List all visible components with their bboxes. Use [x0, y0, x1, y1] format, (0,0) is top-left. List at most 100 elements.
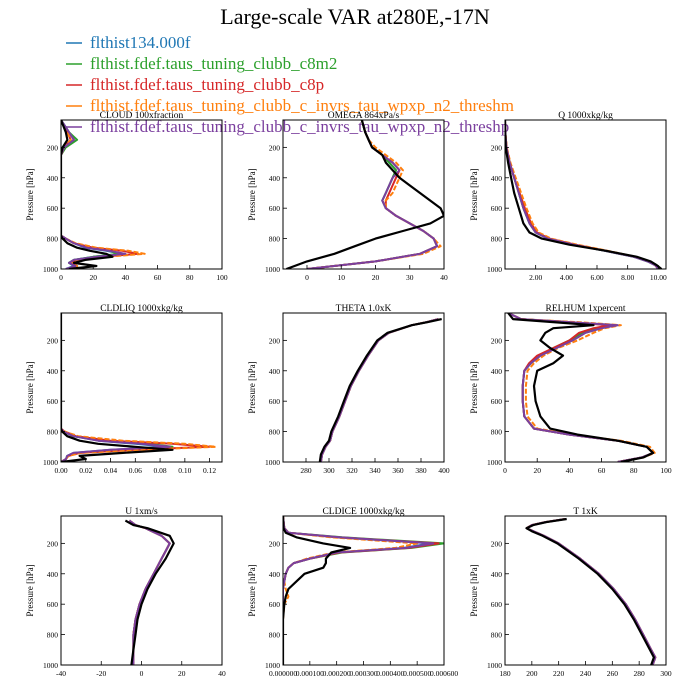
x-tick-label: 80 [186, 273, 194, 282]
x-tick-label: 400 [438, 466, 450, 475]
x-tick-label: 0.000100 [296, 669, 324, 678]
x-tick-label: 10.00 [650, 273, 667, 282]
series-line-0 [128, 519, 171, 665]
reference-series-line [61, 120, 114, 269]
y-tick-label: 600 [491, 600, 503, 609]
x-tick-label: 100 [216, 273, 228, 282]
x-tick-label: 280 [300, 466, 312, 475]
x-tick-label: 40 [440, 273, 448, 282]
x-tick-label: 0 [503, 466, 507, 475]
y-tick-label: 600 [491, 204, 503, 213]
y-tick-label: 200 [47, 336, 59, 345]
y-tick-label: 1000 [265, 458, 280, 467]
legend: flthist134.000f flthist.fdef.taus_tuning_… [66, 33, 514, 136]
x-tick-label: 0.08 [154, 466, 167, 475]
x-tick-label: 0.000300 [349, 669, 377, 678]
series-line-4 [283, 516, 435, 665]
series-line-4 [507, 313, 655, 462]
y-tick-label: 400 [47, 570, 59, 579]
x-tick-label: 2.00 [529, 273, 542, 282]
y-tick-label: 800 [491, 428, 503, 437]
panel-2: Q 1000xkg/kg Pressure [hPa] 200 400 600 800 10… [469, 111, 667, 282]
y-axis-label: Pressure [hPa] [469, 361, 479, 413]
y-tick-label: 1000 [43, 265, 58, 274]
x-tick-label: 60 [598, 466, 606, 475]
x-tick-label: 20 [372, 273, 380, 282]
x-tick-label: 320 [346, 466, 358, 475]
panel-title: Q 1000xkg/kg [558, 111, 613, 121]
x-tick-label: 0.10 [178, 466, 191, 475]
reference-series-line [505, 120, 663, 269]
y-tick-label: 200 [269, 336, 281, 345]
y-tick-label: 1000 [487, 661, 502, 670]
y-tick-label: 1000 [265, 265, 280, 274]
series-line-3 [61, 313, 217, 462]
x-tick-label: 0 [140, 669, 144, 678]
legend-label: flthist.fdef.taus_tuning_clubb_c8m2 [90, 54, 337, 73]
series-line-3 [306, 120, 442, 269]
panel-title: OMEGA 864xPa/s [328, 111, 400, 121]
y-tick-label: 800 [491, 631, 503, 640]
reference-series-line [124, 519, 175, 665]
x-tick-label: 100 [660, 466, 672, 475]
reference-series-line [283, 516, 352, 665]
y-tick-label: 200 [47, 143, 59, 152]
panel-title: CLDLIQ 1000xkg/kg [100, 304, 183, 314]
x-tick-label: 30 [406, 273, 414, 282]
x-tick-label: 40 [566, 466, 574, 475]
y-tick-label: 1000 [43, 458, 58, 467]
y-tick-label: 1000 [487, 458, 502, 467]
series-line-2 [128, 519, 171, 665]
reference-series-line [61, 313, 174, 462]
x-tick-label: 0 [59, 273, 63, 282]
x-tick-label: 280 [634, 669, 646, 678]
y-tick-label: 600 [47, 397, 59, 406]
x-tick-label: 0.000000 [269, 669, 297, 678]
y-axis-label: Pressure [hPa] [25, 361, 35, 413]
y-axis-label: Pressure [hPa] [469, 564, 479, 616]
plot-frame [282, 312, 445, 463]
y-tick-label: 800 [269, 428, 281, 437]
plot-frame [504, 119, 667, 270]
series-line-1 [525, 518, 657, 665]
y-axis-label: Pressure [hPa] [469, 168, 479, 220]
y-tick-label: 600 [491, 397, 503, 406]
reference-series-line [507, 313, 655, 462]
plot-frame [60, 119, 223, 270]
y-tick-label: 200 [491, 143, 503, 152]
x-tick-label: 0.02 [79, 466, 92, 475]
panel-title: CLOUD 100xfraction [100, 110, 184, 121]
x-tick-label: 220 [553, 669, 565, 678]
series-line-3 [128, 519, 171, 665]
legend-label: flthist.fdef.taus_tuning_clubb_c_invrs_t… [90, 117, 509, 136]
series-line-4 [61, 313, 171, 462]
y-axis-label: Pressure [hPa] [247, 361, 257, 413]
legend-label: flthist.fdef.taus_tuning_clubb_c_invrs_t… [90, 96, 514, 115]
x-tick-label: 10 [337, 273, 345, 282]
x-tick-label: 20 [533, 466, 541, 475]
panel-title: T 1xK [573, 507, 598, 517]
reference-series-line [318, 318, 442, 462]
x-tick-label: -40 [56, 669, 66, 678]
y-tick-label: 600 [269, 600, 281, 609]
y-tick-label: 200 [491, 539, 503, 548]
y-tick-label: 800 [47, 631, 59, 640]
panel-3: CLDLIQ 1000xkg/kg Pressure [hPa] 200 400 600… [25, 304, 223, 475]
y-tick-label: 400 [491, 174, 503, 183]
x-tick-label: 40 [218, 669, 226, 678]
reference-series-line [286, 120, 444, 269]
y-tick-label: 800 [47, 235, 59, 244]
y-tick-label: 1000 [43, 661, 58, 670]
x-tick-label: 200 [526, 669, 538, 678]
y-tick-label: 400 [269, 367, 281, 376]
series-line-4 [319, 318, 439, 462]
panel-4: THETA 1.0xK Pressure [hPa] 200 400 600 800 100… [247, 304, 450, 475]
series-line-3 [525, 518, 657, 665]
y-tick-label: 200 [269, 143, 281, 152]
